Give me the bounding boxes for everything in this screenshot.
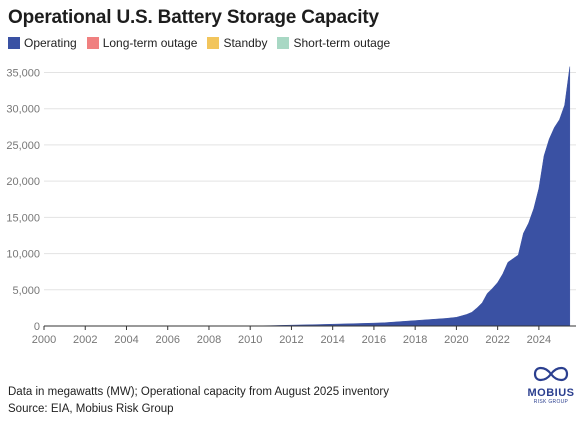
- x-tick-label: 2010: [238, 334, 262, 346]
- logo-subtitle: RISK GROUP: [533, 399, 569, 405]
- x-tick-label: 2008: [197, 334, 221, 346]
- x-tick-label: 2024: [527, 334, 551, 346]
- y-tick-label: 10,000: [6, 249, 40, 261]
- chart-title: Operational U.S. Battery Storage Capacit…: [8, 7, 379, 28]
- y-tick-label: 5,000: [12, 285, 40, 297]
- y-tick-label: 25,000: [6, 140, 40, 152]
- x-axis-ticks: 2000 2002 2004 2006 2008 2010 2012 2014 2016 2018…: [32, 326, 551, 346]
- legend-swatch-long-term-outage: [86, 37, 99, 49]
- grid-lines: [44, 71, 576, 291]
- x-tick-label: 2004: [114, 334, 138, 346]
- x-tick-label: 2020: [444, 334, 468, 346]
- x-tick-label: 2016: [362, 334, 386, 346]
- legend-swatch-standby: [207, 37, 220, 49]
- area-series-operating: [44, 66, 571, 327]
- infinity-icon: [533, 366, 569, 382]
- logo-wordmark: MOBIUS: [527, 387, 575, 399]
- legend-label-operating: Operating: [24, 36, 77, 50]
- legend-item-operating[interactable]: Operating: [8, 36, 77, 50]
- y-tick-label: 35,000: [6, 67, 40, 79]
- legend-swatch-short-term-outage: [277, 37, 290, 49]
- y-tick-label: 20,000: [6, 176, 40, 188]
- x-tick-label: 2002: [73, 334, 97, 346]
- legend-item-long-term-outage[interactable]: Long-term outage: [86, 36, 198, 50]
- legend-label-standby: Standby: [223, 36, 268, 50]
- series-areas: [44, 66, 571, 327]
- x-tick-label: 2014: [320, 334, 344, 346]
- y-tick-label: 0: [34, 321, 40, 333]
- footnote-line-1: Data in megawatts (MW); Operational capa…: [8, 386, 389, 398]
- x-tick-label: 2000: [32, 334, 56, 346]
- y-tick-label: 30,000: [6, 104, 40, 116]
- footnote: Data in megawatts (MW); Operational capa…: [8, 384, 389, 418]
- legend-item-short-term-outage[interactable]: Short-term outage: [277, 36, 390, 50]
- x-tick-label: 2006: [155, 334, 179, 346]
- legend-swatch-operating: [8, 37, 20, 49]
- y-tick-label: 15,000: [6, 212, 40, 224]
- y-axis-ticks: 0 5,000 10,000 15,000 20,000 25,000 30,000 35,0…: [6, 67, 40, 333]
- legend-item-standby[interactable]: Standby: [207, 36, 267, 50]
- x-tick-label: 2018: [403, 334, 427, 346]
- legend: Operating Long-term outage Standby Short…: [8, 36, 390, 50]
- mobius-logo: MOBIUS RISK GROUP: [520, 366, 582, 408]
- footnote-line-2: Source: EIA, Mobius Risk Group: [8, 403, 174, 415]
- x-tick-label: 2022: [485, 334, 509, 346]
- x-tick-label: 2012: [279, 334, 303, 346]
- legend-label-long-term-outage: Long-term outage: [102, 36, 198, 50]
- legend-label-short-term-outage: Short-term outage: [293, 36, 391, 50]
